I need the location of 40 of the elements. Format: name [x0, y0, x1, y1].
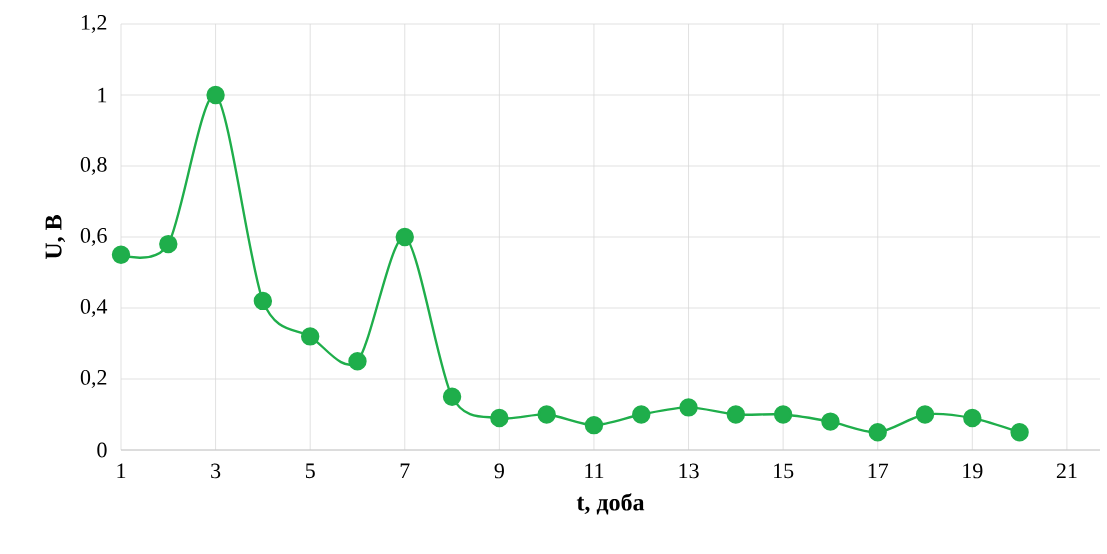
point	[395, 227, 414, 247]
x-tick-label: 19	[963, 463, 983, 479]
y-tick-label: 1	[98, 87, 107, 103]
point	[584, 415, 604, 435]
x-tick-label: 9	[494, 463, 504, 479]
x-tick-label: 17	[868, 463, 889, 479]
point	[348, 352, 367, 371]
point	[868, 423, 887, 442]
point	[632, 405, 651, 424]
point	[111, 245, 131, 264]
y-tick-label: 0,4	[80, 299, 108, 318]
point	[963, 408, 982, 428]
y-tick-label: 0	[97, 442, 107, 458]
y-tick-label: 1,2	[81, 15, 107, 33]
point	[821, 412, 840, 431]
point	[537, 405, 556, 424]
point	[773, 405, 793, 424]
y-tick-label: 0,6	[80, 228, 107, 247]
point	[679, 398, 698, 417]
y-tick-label: 0,2	[80, 370, 107, 389]
x-tick-label: 11	[585, 463, 604, 479]
point	[442, 387, 462, 406]
point	[206, 85, 225, 105]
x-tick-label: 3	[211, 463, 221, 479]
point	[1010, 423, 1029, 442]
x-tick-label: 15	[774, 463, 794, 479]
x-tick-label: 1	[117, 463, 126, 479]
point	[490, 408, 509, 428]
point	[253, 291, 273, 311]
x-tick-label: 21	[1056, 463, 1077, 479]
x-axis-title: t, доба	[576, 493, 645, 515]
point	[159, 234, 178, 254]
point	[300, 327, 320, 346]
y-tick-label: 0,8	[80, 156, 107, 176]
y-axis-title: U, В	[45, 215, 66, 260]
x-tick-label: 5	[305, 463, 315, 479]
x-tick-label: 13	[679, 463, 699, 479]
point	[726, 405, 746, 424]
point	[915, 405, 935, 424]
x-tick-label: 7	[400, 463, 410, 478]
